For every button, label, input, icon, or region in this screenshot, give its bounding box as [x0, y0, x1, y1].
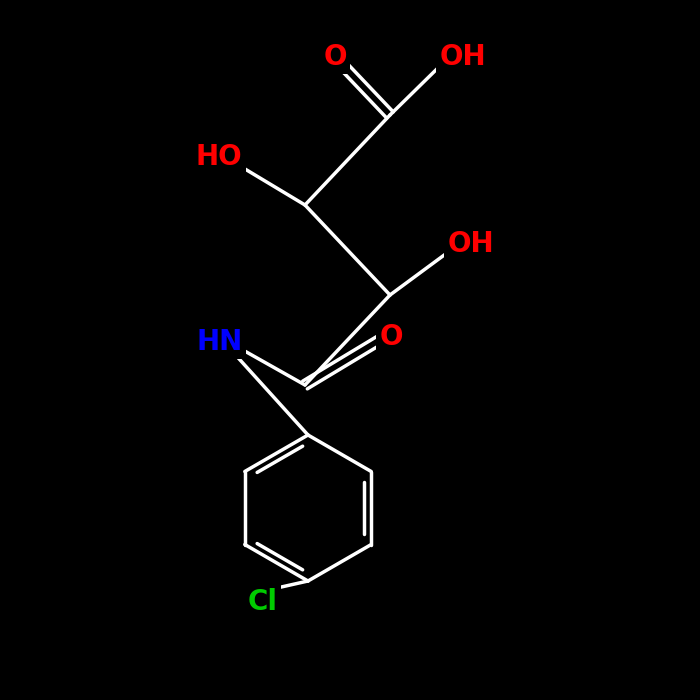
Text: Cl: Cl	[248, 588, 278, 616]
Text: OH: OH	[440, 43, 486, 71]
Text: HN: HN	[197, 328, 243, 356]
Text: O: O	[323, 43, 346, 71]
Text: HO: HO	[196, 143, 242, 171]
Text: O: O	[379, 323, 402, 351]
Text: OH: OH	[448, 230, 494, 258]
